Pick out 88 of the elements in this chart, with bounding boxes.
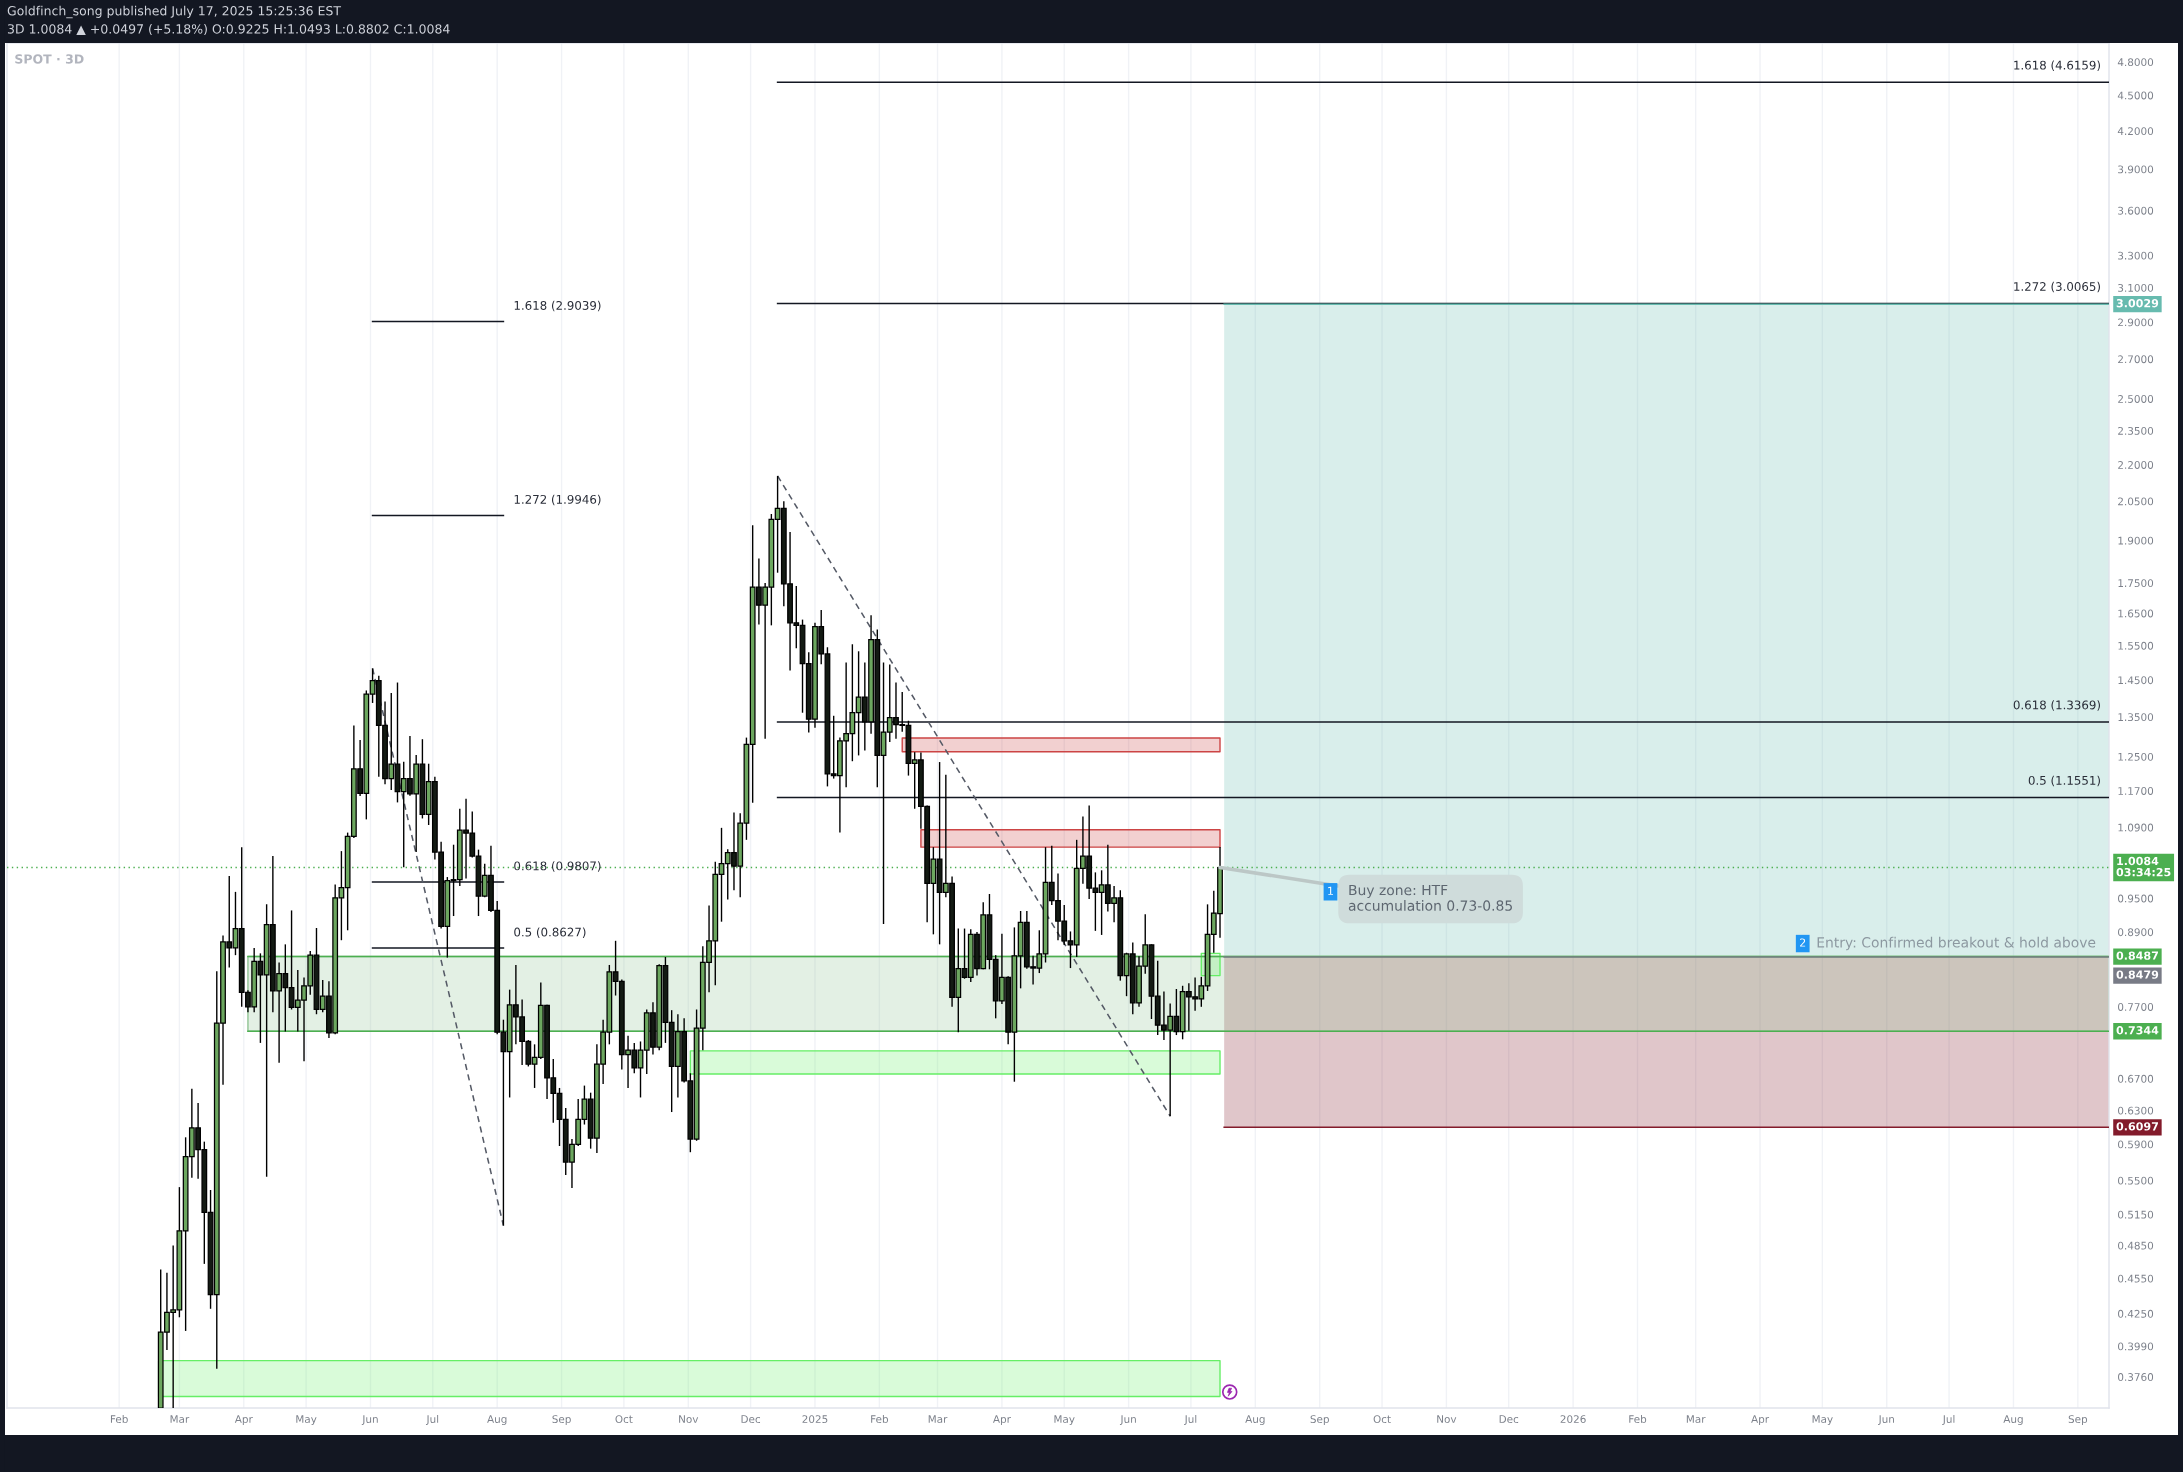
y-tick-label: 3.1000 xyxy=(2118,283,2154,292)
x-tick-label: Sep xyxy=(1310,1415,1329,1426)
y-tick-label: 0.3760 xyxy=(2118,1373,2154,1381)
annotation: 0.618 (1.3369) xyxy=(2013,700,2100,711)
x-tick-label: Aug xyxy=(1245,1415,1265,1426)
x-tick-label: Sep xyxy=(552,1415,571,1426)
y-tick-label: 4.8000 xyxy=(2117,58,2154,67)
y-tick-label: 0.9500 xyxy=(2118,894,2154,903)
y-tick-label: 2.7000 xyxy=(2118,355,2154,364)
chart-title: Goldfinch_song published July 17, 2025 15:25:36 EST xyxy=(7,5,342,19)
y-tick-label: 0.6300 xyxy=(2118,1106,2154,1115)
y-tick-label: 0.4850 xyxy=(2118,1241,2154,1250)
x-tick-label: 2026 xyxy=(1560,1415,1586,1424)
x-tick-label: Feb xyxy=(871,1414,889,1424)
annotation: 1.618 (4.6159) xyxy=(2014,60,2100,72)
x-tick-label: Apr xyxy=(1751,1415,1770,1426)
x-tick-label: Aug xyxy=(487,1415,507,1426)
y-tick-label: 2.3500 xyxy=(2118,426,2154,435)
y-tick-label: 0.8900 xyxy=(2118,928,2154,937)
x-tick-label: Mar xyxy=(1686,1415,1706,1424)
x-tick-label: Jul xyxy=(1184,1414,1197,1425)
x-tick-label: Oct xyxy=(615,1415,633,1424)
x-tick-label: Dec xyxy=(1499,1415,1519,1424)
x-tick-label: Nov xyxy=(1437,1415,1457,1424)
annotation: 1.272 (3.0065) xyxy=(2014,281,2100,293)
y-tick-label: 1.1700 xyxy=(2118,787,2154,795)
x-tick-label: Jun xyxy=(361,1415,378,1425)
x-tick-label: May xyxy=(296,1415,317,1426)
x-tick-label: Dec xyxy=(741,1415,761,1424)
x-tick-label: Mar xyxy=(170,1415,190,1424)
y-tick-label: 2.9000 xyxy=(2118,318,2154,327)
x-tick-label: Feb xyxy=(1629,1414,1647,1424)
series-label: 0.7344 xyxy=(2116,1026,2159,1035)
annotation: 0.5 (0.8627) xyxy=(514,927,586,938)
annotation: 2 xyxy=(1799,938,1806,947)
y-tick-label: 0.4250 xyxy=(2118,1309,2154,1318)
x-tick-label: Jun xyxy=(1878,1415,1895,1425)
y-tick-label: 1.0900 xyxy=(2118,823,2154,832)
annotation: 1.618 (2.9039) xyxy=(514,300,601,312)
y-tick-label: 0.5900 xyxy=(2118,1140,2154,1149)
x-tick-label: Jul xyxy=(425,1414,439,1425)
y-tick-label: 2.2000 xyxy=(2118,461,2154,469)
y-tick-label: 3.9000 xyxy=(2118,165,2154,174)
annotation: 0.618 (0.9807) xyxy=(514,861,601,872)
y-tick-label: 2.5000 xyxy=(2118,395,2154,403)
y-tick-label: 1.3500 xyxy=(2118,713,2154,722)
y-tick-label: 0.5150 xyxy=(2118,1210,2154,1219)
annotation: 1.272 (1.9946) xyxy=(514,494,601,506)
x-tick-label: Mar xyxy=(928,1415,948,1424)
y-tick-label: 1.2500 xyxy=(2118,752,2154,761)
x-tick-label: Sep xyxy=(2068,1415,2088,1426)
y-tick-label: 0.4550 xyxy=(2118,1274,2154,1283)
x-tick-label: May xyxy=(1812,1415,1833,1426)
x-tick-label: Jun xyxy=(1119,1415,1136,1425)
annotation: Buy zone: HTF accumulation 0.73-0.85 xyxy=(1348,884,1512,911)
y-tick-label: 1.5500 xyxy=(2118,641,2154,650)
x-tick-label: Jul xyxy=(1942,1414,1955,1425)
data-label: 0.8479 xyxy=(2116,970,2159,979)
x-tick-label: Aug xyxy=(2003,1415,2023,1426)
y-tick-label: 0.7700 xyxy=(2118,1003,2154,1011)
x-tick-label: Feb xyxy=(110,1414,128,1424)
y-tick-label: 0.5500 xyxy=(2118,1176,2154,1185)
y-tick-label: 2.0500 xyxy=(2118,497,2154,506)
series-label: 0.6097 xyxy=(2116,1122,2158,1131)
y-tick-label: 1.4500 xyxy=(2118,676,2154,685)
annotation: Entry: Confirmed breakout & hold above xyxy=(1817,936,2096,951)
y-tick-label: 3.6000 xyxy=(2118,206,2154,215)
y-tick-label: 4.5000 xyxy=(2117,91,2154,100)
annotation: SPOT · 3D xyxy=(15,54,84,64)
y-tick-label: 1.6500 xyxy=(2118,609,2154,618)
series-label: 3.0029 xyxy=(2116,298,2159,308)
y-tick-label: 1.7500 xyxy=(2118,579,2154,588)
chart-subtitle: 3D 1.0084 ▲ +0.0497 (+5.18%) O:0.9225 H:1.0493 L:0.8802 C:1.0084 xyxy=(7,23,450,36)
x-tick-label: May xyxy=(1054,1415,1075,1426)
x-tick-label: Oct xyxy=(1373,1415,1391,1424)
x-tick-label: Apr xyxy=(234,1415,253,1426)
annotation: 1 xyxy=(1328,886,1333,895)
y-tick-label: 3.3000 xyxy=(2118,251,2154,260)
x-tick-label: Nov xyxy=(679,1415,699,1424)
y-tick-label: 0.3990 xyxy=(2118,1342,2154,1351)
annotation: 0.5 (1.1551) xyxy=(2028,775,2100,787)
x-tick-label: 2025 xyxy=(802,1415,828,1424)
series-label: 0.8487 xyxy=(2116,951,2158,960)
y-tick-label: 0.6700 xyxy=(2118,1074,2154,1083)
y-tick-label: 4.2000 xyxy=(2117,127,2154,136)
ref-line-label: 1.0084 03:34:25 xyxy=(2116,856,2171,877)
x-tick-label: Apr xyxy=(992,1415,1011,1426)
y-tick-label: 1.9000 xyxy=(2118,536,2154,545)
